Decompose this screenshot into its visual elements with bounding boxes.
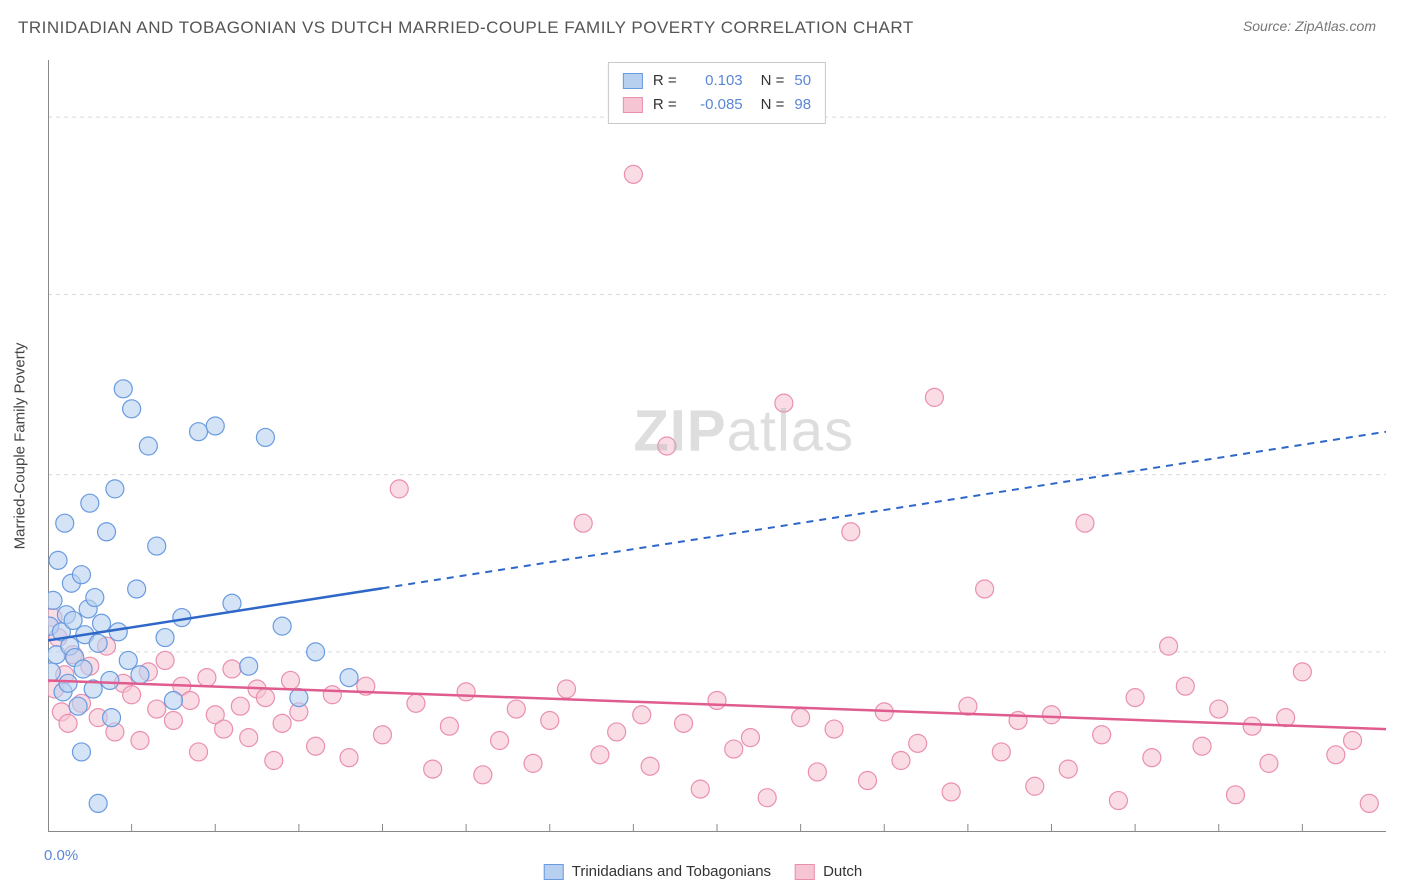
swatch-legend-0 (544, 864, 564, 880)
scatter-plot (48, 60, 1386, 832)
r-value-0: 0.103 (687, 69, 743, 93)
bottom-legend: Trinidadians and Tobagonians Dutch (544, 863, 863, 880)
chart-title: TRINIDADIAN AND TOBAGONIAN VS DUTCH MARR… (18, 18, 914, 38)
r-label: R = (653, 69, 677, 93)
legend-label-1: Dutch (823, 863, 862, 880)
n-label: N = (761, 69, 785, 93)
x-origin-label: 0.0% (44, 847, 78, 864)
n-value-0: 50 (794, 69, 811, 93)
r-value-1: -0.085 (687, 93, 743, 117)
source-label: Source: ZipAtlas.com (1243, 18, 1376, 34)
corr-row-1: R = -0.085 N = 98 (623, 93, 811, 117)
chart-area: Married-Couple Family Poverty 0.0% 80.0%… (48, 60, 1386, 832)
swatch-series-0 (623, 73, 643, 89)
y-axis-label: Married-Couple Family Poverty (12, 343, 29, 550)
n-label: N = (761, 93, 785, 117)
correlation-legend: R = 0.103 N = 50 R = -0.085 N = 98 (608, 62, 826, 124)
corr-row-0: R = 0.103 N = 50 (623, 69, 811, 93)
n-value-1: 98 (794, 93, 811, 117)
legend-item-0: Trinidadians and Tobagonians (544, 863, 771, 880)
swatch-series-1 (623, 97, 643, 113)
legend-label-0: Trinidadians and Tobagonians (572, 863, 771, 880)
legend-item-1: Dutch (795, 863, 862, 880)
swatch-legend-1 (795, 864, 815, 880)
r-label: R = (653, 93, 677, 117)
